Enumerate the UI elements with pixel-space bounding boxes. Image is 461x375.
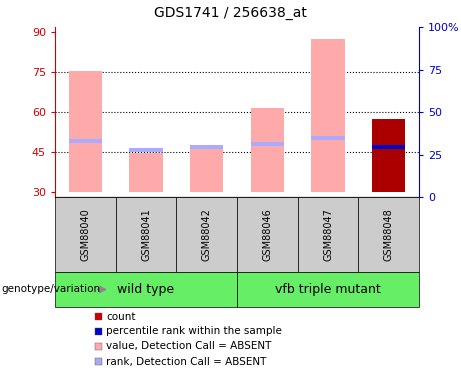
Text: value, Detection Call = ABSENT: value, Detection Call = ABSENT bbox=[106, 342, 272, 351]
Text: rank, Detection Call = ABSENT: rank, Detection Call = ABSENT bbox=[106, 357, 266, 366]
Bar bbox=[190, 148, 223, 192]
Text: count: count bbox=[106, 312, 136, 321]
Bar bbox=[177, 197, 237, 272]
Bar bbox=[130, 148, 163, 152]
Text: genotype/variation: genotype/variation bbox=[1, 285, 100, 294]
Bar bbox=[55, 197, 116, 272]
Text: GSM88046: GSM88046 bbox=[262, 208, 272, 261]
Bar bbox=[130, 153, 163, 192]
Bar bbox=[298, 197, 358, 272]
Text: percentile rank within the sample: percentile rank within the sample bbox=[106, 327, 282, 336]
Bar bbox=[69, 139, 102, 142]
Text: vfb triple mutant: vfb triple mutant bbox=[275, 283, 381, 296]
Bar bbox=[69, 71, 102, 192]
Bar bbox=[311, 39, 345, 192]
Bar bbox=[251, 108, 284, 192]
Bar bbox=[372, 145, 405, 148]
Text: GSM88048: GSM88048 bbox=[384, 208, 394, 261]
Text: GSM88040: GSM88040 bbox=[80, 208, 90, 261]
Bar bbox=[237, 272, 419, 307]
Bar bbox=[55, 272, 237, 307]
Text: wild type: wild type bbox=[118, 283, 175, 296]
Bar bbox=[358, 197, 419, 272]
Text: GSM88042: GSM88042 bbox=[201, 208, 212, 261]
Bar bbox=[116, 197, 177, 272]
Bar bbox=[372, 145, 405, 148]
Bar bbox=[372, 118, 405, 192]
Text: GSM88041: GSM88041 bbox=[141, 208, 151, 261]
Bar bbox=[372, 118, 405, 192]
Bar bbox=[237, 197, 298, 272]
Bar bbox=[251, 142, 284, 146]
Text: GSM88047: GSM88047 bbox=[323, 208, 333, 261]
Bar bbox=[311, 136, 345, 140]
Bar bbox=[190, 145, 223, 148]
Text: GDS1741 / 256638_at: GDS1741 / 256638_at bbox=[154, 6, 307, 20]
